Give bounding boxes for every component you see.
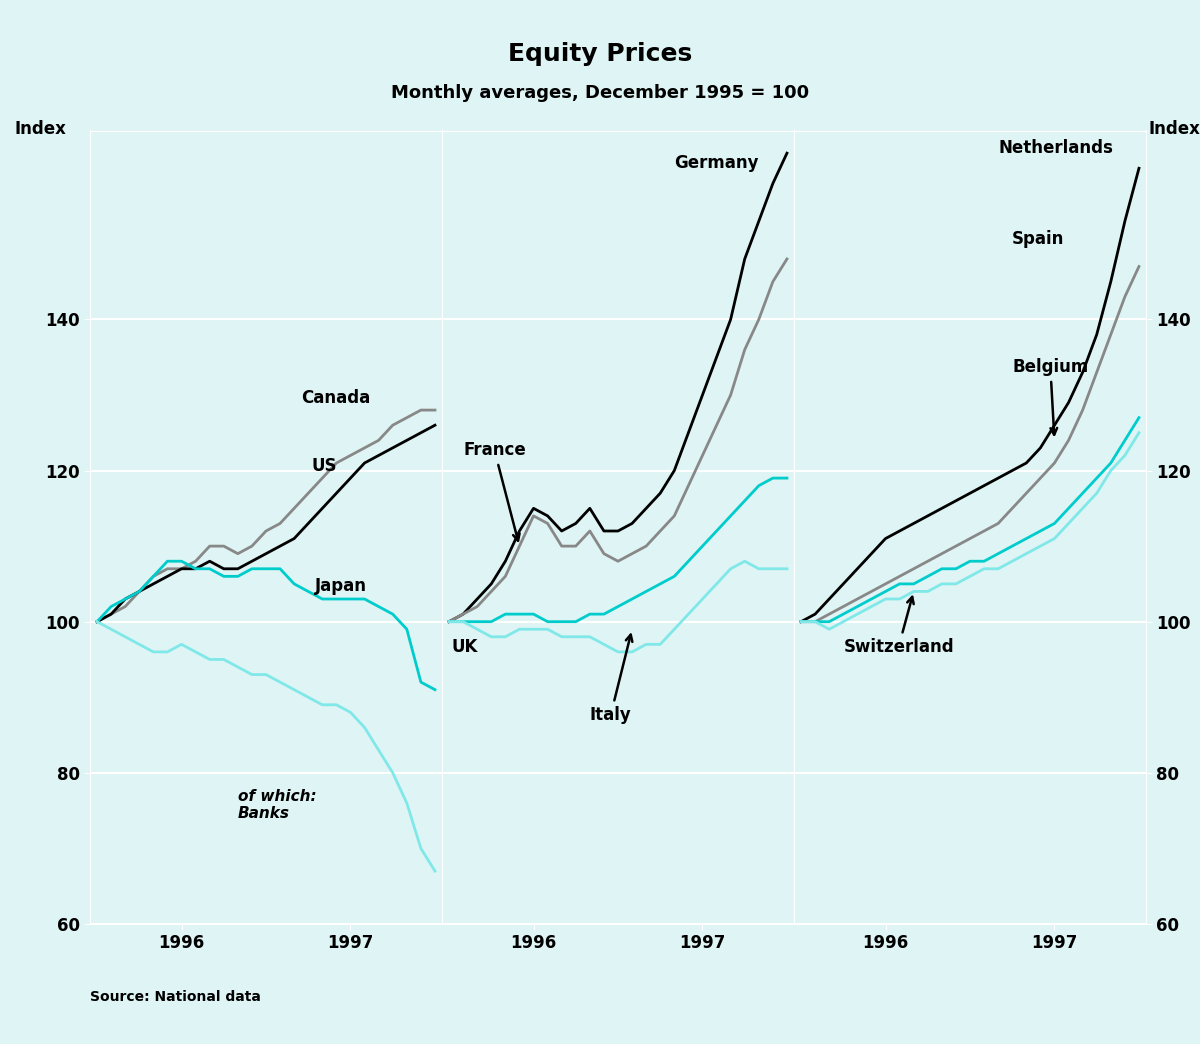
- Text: Index: Index: [14, 120, 66, 138]
- Text: Spain: Spain: [1013, 230, 1064, 247]
- Text: Germany: Germany: [674, 155, 758, 172]
- Text: Index: Index: [1148, 120, 1200, 138]
- Text: Source: National data: Source: National data: [90, 990, 260, 1003]
- Text: Equity Prices: Equity Prices: [508, 42, 692, 66]
- Text: Netherlands: Netherlands: [998, 139, 1114, 158]
- Text: Monthly averages, December 1995 = 100: Monthly averages, December 1995 = 100: [391, 84, 809, 101]
- Text: US: US: [311, 456, 336, 475]
- Text: France: France: [463, 442, 526, 541]
- Text: Canada: Canada: [301, 388, 371, 406]
- Text: Belgium: Belgium: [1013, 358, 1088, 434]
- Text: of which:
Banks: of which: Banks: [238, 789, 317, 822]
- Text: Japan: Japan: [316, 577, 367, 595]
- Text: Italy: Italy: [590, 635, 632, 723]
- Text: UK: UK: [452, 638, 479, 656]
- Text: Switzerland: Switzerland: [844, 597, 954, 656]
